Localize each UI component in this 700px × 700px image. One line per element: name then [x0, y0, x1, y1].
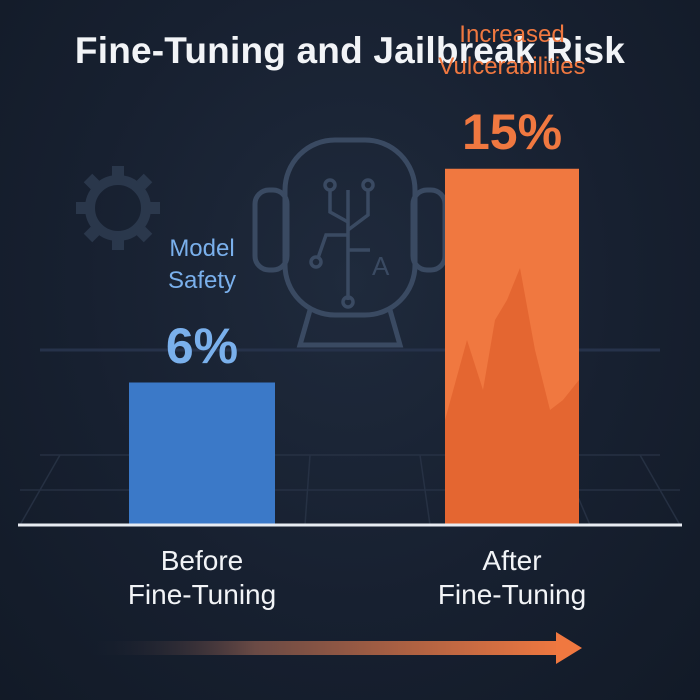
value-label-before: 6% [165, 317, 239, 374]
bars-group [129, 168, 579, 525]
value-label-after: 15% [461, 103, 563, 160]
svg-text:A: A [372, 251, 390, 281]
annotation-before: Model Safety [167, 234, 237, 294]
category-label-after: After Fine-Tuning [437, 545, 587, 610]
category-label-before: Before Fine-Tuning [127, 545, 277, 610]
gear-icon [76, 166, 160, 250]
bar-after-spike-pattern [445, 268, 579, 525]
chart-title: Fine-Tuning and Jailbreak Risk [74, 30, 626, 71]
progress-arrow-icon [90, 632, 582, 664]
annotation-after: Increased Vulcerabilities [438, 20, 586, 80]
floor-grid [19, 454, 681, 526]
bar-before [129, 382, 275, 525]
